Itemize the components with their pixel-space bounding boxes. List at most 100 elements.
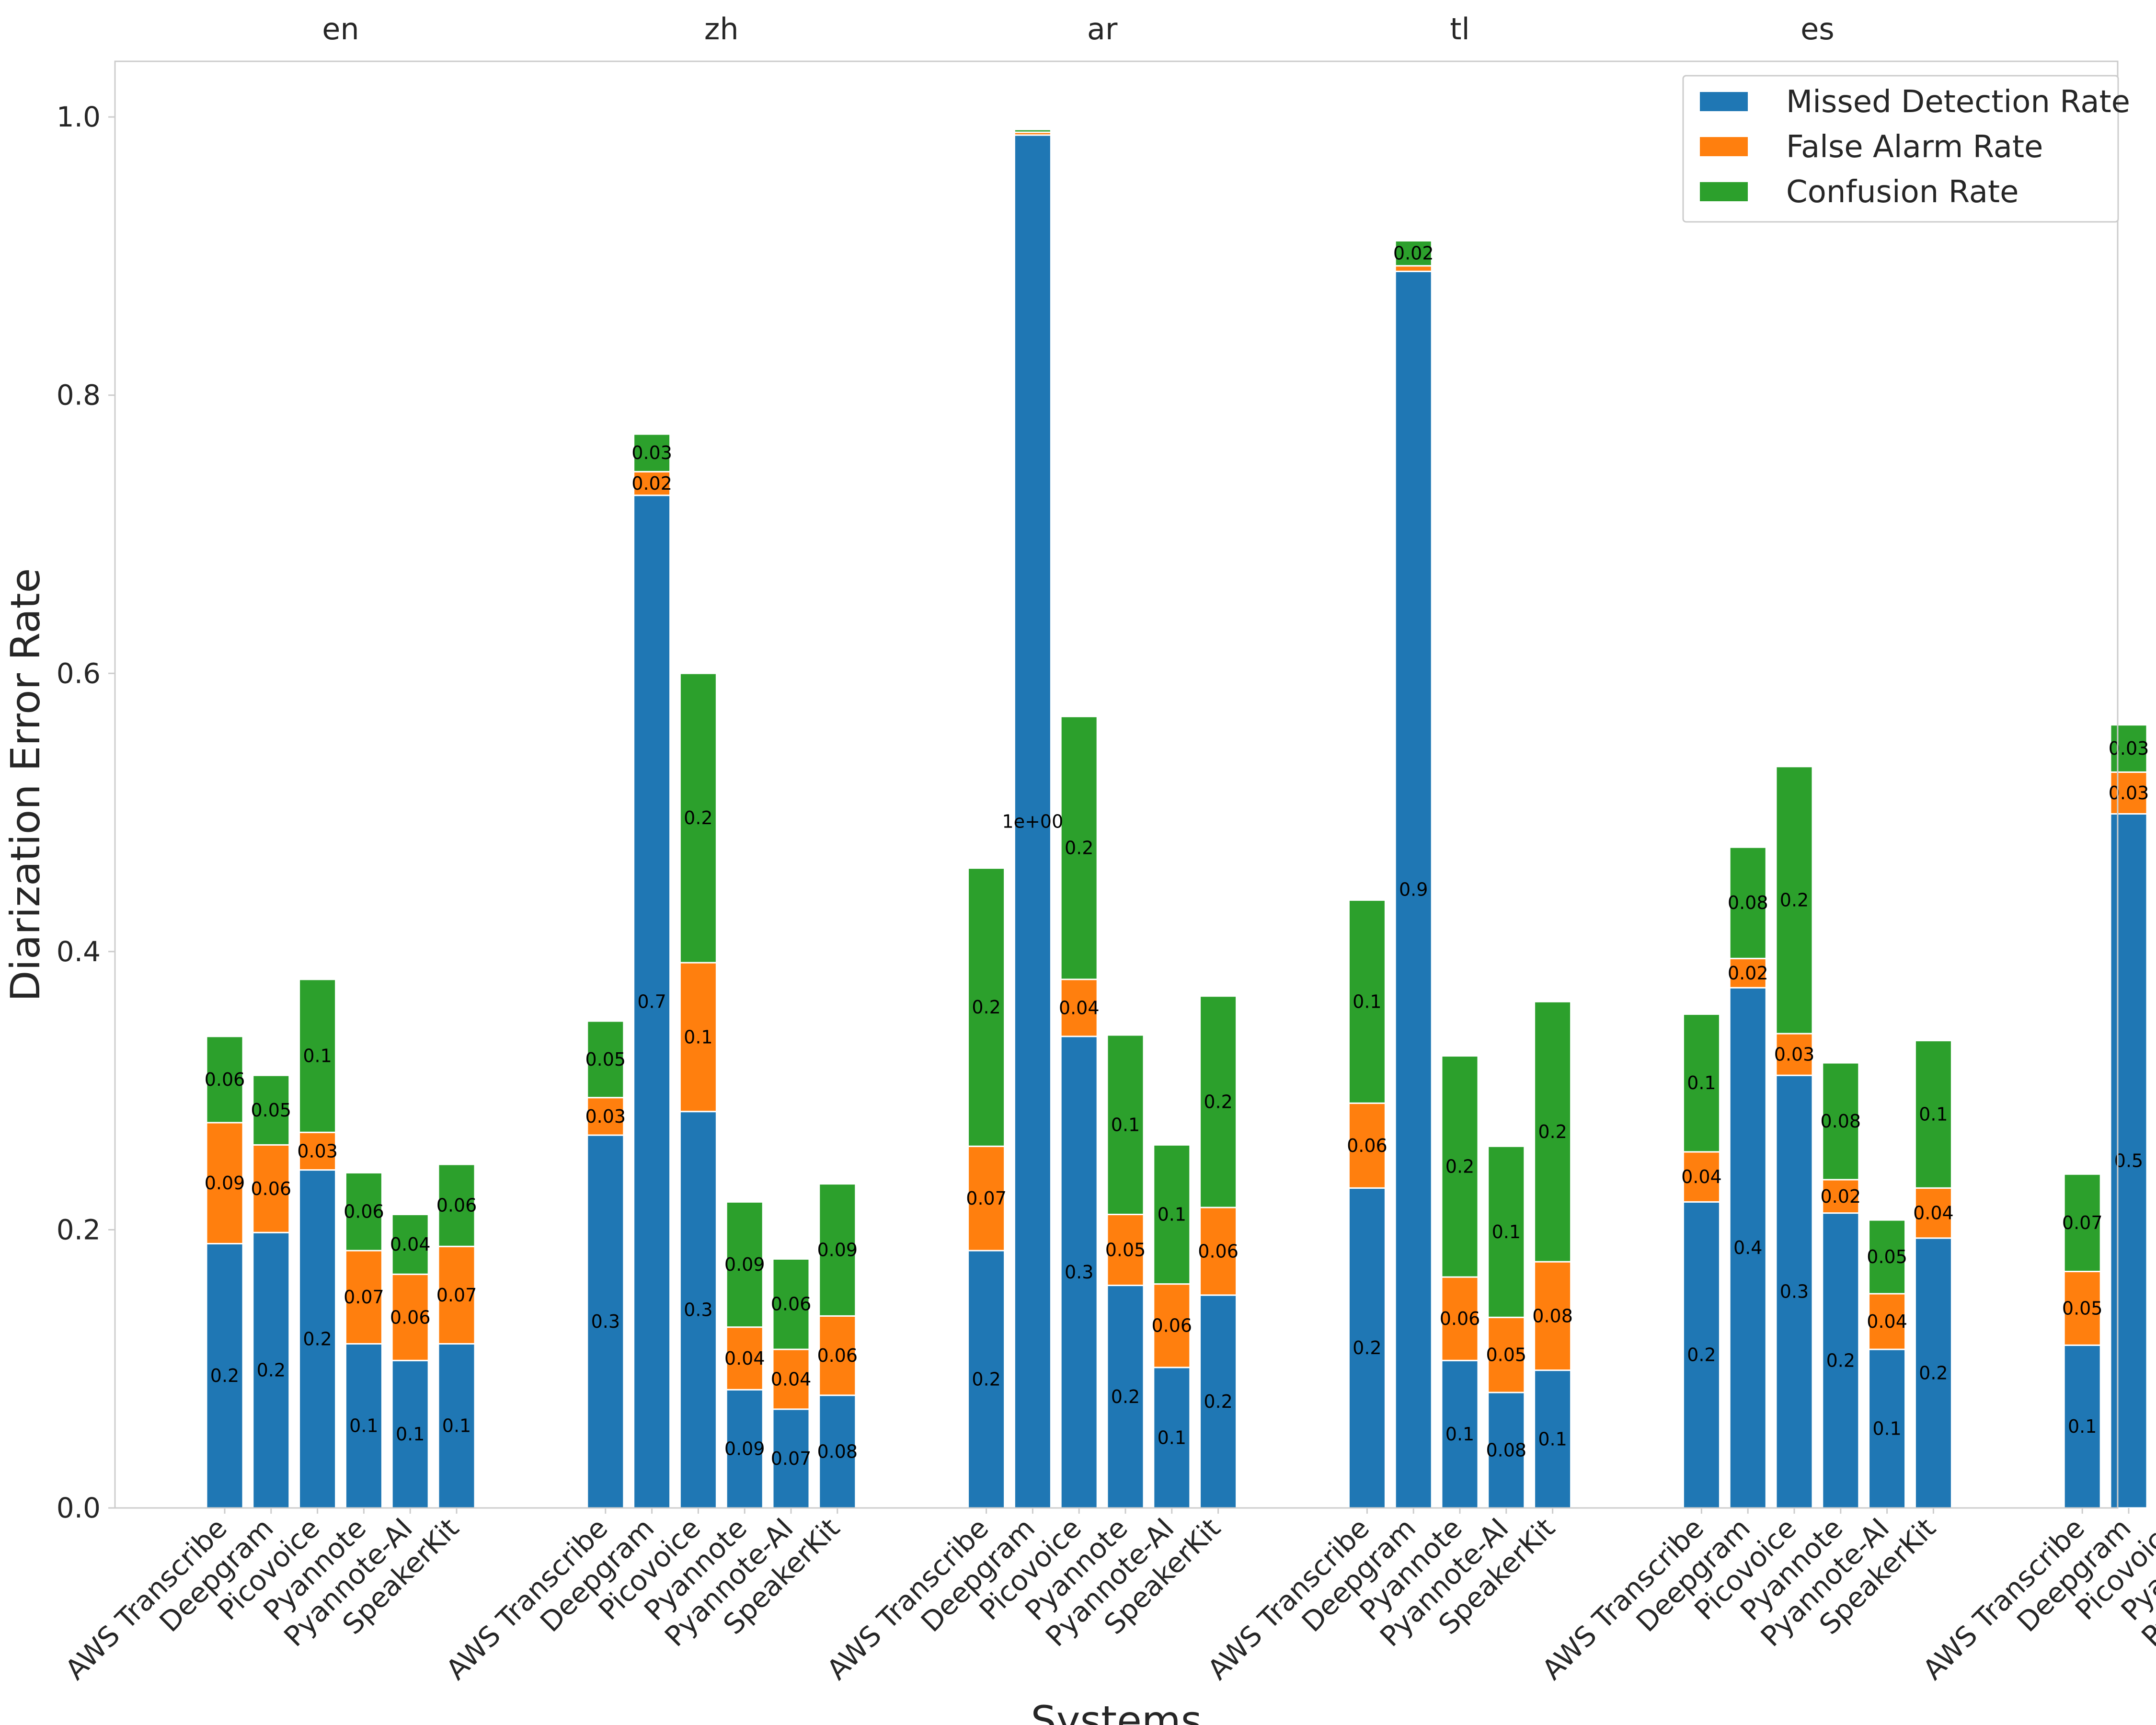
bar-value-label: 0.1 [1872, 1418, 1901, 1439]
bar-value-label: 0.09 [205, 1173, 245, 1194]
bar-value-label: 0.2 [972, 1368, 1000, 1390]
bar-value-label: 0.06 [1440, 1308, 1480, 1329]
bar-value-label: 0.06 [205, 1069, 245, 1090]
bar-segment-missed-en-aws-transcribe [206, 1242, 244, 1509]
bar-value-label: 0.03 [585, 1106, 626, 1127]
bars-layer [206, 128, 2148, 1509]
bar-segment-false-alarm-zh-aws-transcribe [586, 1097, 625, 1136]
bar-value-label: 0.2 [1826, 1350, 1855, 1371]
bar-value-label: 0.02 [1728, 963, 1768, 984]
bar-value-label: 0.07 [344, 1287, 384, 1308]
bar-segment-missed-ar-deepgram [1013, 134, 1052, 1509]
bar-segment-false-alarm-ar-picovoice [1060, 978, 1098, 1037]
bar-value-label: 0.3 [591, 1311, 620, 1332]
bar-value-label: 0.02 [631, 473, 672, 494]
bar-value-label: 0.3 [1780, 1281, 1809, 1302]
bar-segment-missed-en-picovoice [298, 1169, 337, 1509]
bar-value-label: 0.2 [972, 997, 1000, 1018]
bar-value-label: 0.04 [1913, 1203, 1954, 1224]
bar-value-label: 0.05 [1486, 1345, 1526, 1366]
bar-segment-false-alarm-ar-pyannote [1106, 1213, 1145, 1287]
bar-segment-false-alarm-zh-pyannote-ai [772, 1348, 810, 1410]
bar-segment-confusion-en-deepgram [252, 1074, 290, 1146]
bar-segment-false-alarm-tl-pyannote [1441, 1276, 1479, 1361]
bar-value-label: 0.2 [1353, 1337, 1381, 1358]
bar-segment-confusion-zh-pyannote-ai [772, 1258, 810, 1350]
bar-segment-missed-ar-pyannote-ai [1153, 1367, 1191, 1509]
plot-frame [114, 60, 2119, 1509]
bar-value-label: 0.02 [1393, 243, 1434, 264]
bar-value-label: 0.06 [771, 1294, 812, 1315]
group-labels: enzhartlesOther [322, 12, 1834, 46]
bar-value-label: 0.1 [349, 1415, 378, 1437]
bar-segment-confusion-ar-aws-transcribe [967, 867, 1006, 1147]
bar-value-label: 0.06 [1151, 1315, 1192, 1336]
bar-value-label: 0.03 [2109, 738, 2149, 759]
bar-segment-confusion-es-speakerkit [1914, 1040, 1952, 1189]
legend-swatch-false-alarm [1700, 137, 1748, 156]
bar-value-label: 0.08 [817, 1441, 858, 1462]
bar-segment-false-alarm-es-picovoice [1775, 1033, 1813, 1076]
bar-value-label: 0.03 [2109, 782, 2149, 804]
bar-value-label: 0.1 [2068, 1416, 2097, 1437]
bar-value-label: 0.7 [637, 991, 666, 1012]
bar-value-label: 0.07 [771, 1448, 812, 1469]
bar-segment-missed-es-speakerkit [1914, 1237, 1952, 1509]
bar-segment-confusion-zh-deepgram [633, 433, 671, 472]
bar-value-label: 0.03 [297, 1140, 338, 1162]
group-label-en: en [322, 12, 359, 46]
bar-segment-false-alarm-zh-picovoice [679, 962, 717, 1113]
bar-value-label: 0.02 [1820, 1186, 1861, 1207]
bar-value-label: 0.07 [966, 1188, 1007, 1209]
y-tick-label: 1.0 [57, 101, 101, 133]
bar-value-label: 0.1 [1445, 1424, 1474, 1445]
bar-segment-confusion-tl-deepgram [1394, 240, 1433, 267]
bar-segment-false-alarm-tl-aws-transcribe [1348, 1102, 1386, 1189]
bar-value-label: 0.04 [1867, 1311, 1907, 1332]
bar-segment-confusion-other-aws-transcribe [2063, 1173, 2101, 1273]
bar-segment-missed-zh-aws-transcribe [586, 1134, 625, 1509]
bar-value-label: 0.1 [442, 1415, 471, 1437]
legend-box [1682, 75, 2119, 223]
y-axis: 0.0 0.2 0.4 0.6 0.8 1.0 [57, 101, 115, 1524]
bar-value-label: 0.09 [724, 1438, 765, 1460]
bar-segment-confusion-ar-speakerkit [1199, 995, 1238, 1208]
bar-segment-false-alarm-tl-speakerkit [1534, 1261, 1572, 1371]
bar-value-label: 0.08 [1532, 1305, 1573, 1326]
bar-value-label: 0.1 [396, 1424, 424, 1445]
bar-value-label: 0.1 [684, 1026, 712, 1047]
bar-segment-confusion-es-picovoice [1775, 766, 1813, 1035]
bar-value-label: 0.2 [257, 1360, 286, 1381]
bar-value-label: 0.3 [684, 1299, 712, 1320]
bar-value-label: 0.2 [1204, 1091, 1232, 1112]
legend-label-missed: Missed Detection Rate [1786, 84, 2130, 120]
bar-value-label: 0.06 [1198, 1241, 1239, 1262]
bar-segment-confusion-tl-speakerkit [1534, 1000, 1572, 1263]
bar-value-label: 0.4 [1733, 1237, 1762, 1258]
bar-value-label: 0.06 [436, 1195, 477, 1216]
bar-segment-missed-zh-deepgram [633, 494, 671, 1509]
bar-value-label: 0.2 [1687, 1345, 1716, 1366]
y-tick-label: 0.6 [57, 657, 101, 690]
legend-label-false-alarm: False Alarm Rate [1786, 129, 2043, 165]
bar-segment-confusion-ar-picovoice [1060, 715, 1098, 980]
bar-value-label: 0.2 [1111, 1386, 1140, 1407]
bar-value-label: 0.2 [1065, 838, 1093, 859]
bar-value-label: 0.07 [2062, 1212, 2103, 1233]
bar-value-label: 0.1 [1538, 1428, 1567, 1449]
bar-segment-confusion-zh-speakerkit [818, 1183, 857, 1317]
bar-segment-confusion-ar-deepgram [1013, 128, 1052, 133]
bar-segment-missed-zh-speakerkit [818, 1394, 857, 1509]
y-tick-label: 0.2 [57, 1213, 101, 1246]
bar-segment-missed-zh-pyannote-ai [772, 1408, 810, 1509]
bar-segment-false-alarm-ar-pyannote-ai [1153, 1283, 1191, 1368]
y-tick-label: 0.8 [57, 379, 101, 412]
bar-segment-missed-ar-picovoice [1060, 1035, 1098, 1509]
bar-segment-false-alarm-ar-speakerkit [1199, 1207, 1238, 1296]
bar-value-label: 0.08 [1820, 1111, 1861, 1132]
bar-segment-false-alarm-es-deepgram [1729, 957, 1767, 989]
bar-segment-confusion-ar-pyannote-ai [1153, 1144, 1191, 1285]
bar-value-label: 0.06 [344, 1201, 384, 1222]
bar-value-label: 0.2 [210, 1365, 239, 1386]
